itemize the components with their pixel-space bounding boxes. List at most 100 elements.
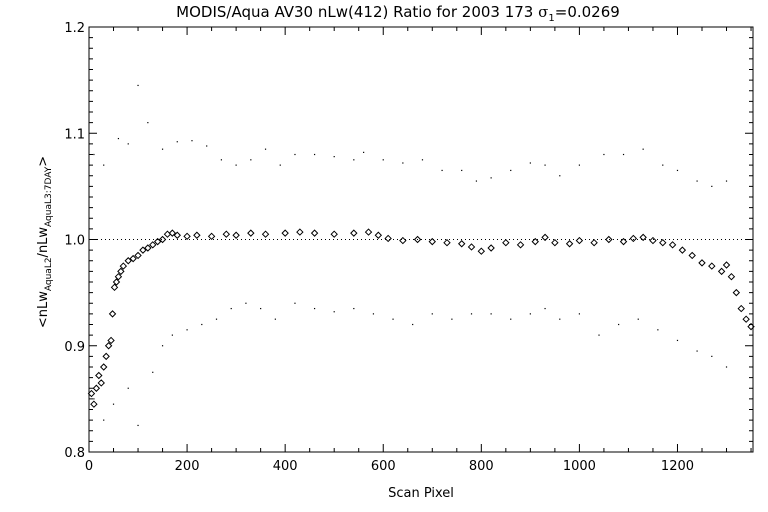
data-point-lower (490, 313, 492, 315)
data-point-upper (176, 141, 178, 143)
data-point-upper (662, 164, 664, 166)
data-point-mean (742, 315, 750, 323)
chart-title-sigma-symbol: σ (538, 3, 548, 21)
data-point-mean (112, 278, 121, 286)
y-tick-label: 0.9 (64, 340, 85, 355)
data-point-upper (103, 164, 105, 166)
data-point-upper (441, 169, 443, 172)
data-point-upper (696, 180, 698, 182)
data-point-mean (107, 336, 115, 345)
data-point-upper (544, 164, 546, 166)
data-point-upper (117, 137, 120, 140)
data-point-mean (158, 235, 167, 244)
data-point-lower (529, 313, 531, 315)
data-point-mean (92, 384, 101, 392)
x-tick-label: 0 (85, 459, 93, 474)
data-point-lower (103, 419, 105, 421)
data-point-lower (544, 307, 546, 310)
data-point-lower (412, 323, 414, 326)
data-point-upper (235, 164, 237, 166)
data-point-lower (392, 318, 394, 320)
data-point-lower (215, 318, 218, 320)
data-point-mean (102, 352, 110, 361)
data-point-mean (467, 243, 476, 251)
data-point-mean (668, 241, 677, 249)
data-point-lower (201, 323, 203, 326)
data-point-lower (725, 366, 728, 368)
data-point-lower (711, 355, 713, 357)
data-point-upper (725, 180, 728, 182)
x-tick-label: 1200 (661, 459, 694, 474)
data-point-mean (134, 251, 142, 260)
data-point-lower (186, 329, 188, 331)
data-point-mean (173, 231, 181, 239)
data-point-lower (510, 318, 512, 320)
data-point-lower (152, 371, 154, 373)
data-point-upper (676, 169, 679, 172)
data-point-mean (531, 237, 539, 246)
data-point-upper (127, 143, 129, 145)
data-point-mean (281, 229, 289, 237)
x-tick-label: 800 (469, 459, 494, 474)
data-point-lower (598, 334, 600, 336)
data-point-lower (171, 334, 173, 336)
data-point-lower (127, 387, 129, 389)
data-point-mean (350, 229, 358, 237)
data-point-mean (124, 257, 132, 265)
data-point-upper (250, 159, 252, 161)
data-point-lower (618, 323, 620, 326)
data-point-mean (722, 261, 731, 269)
data-point-mean (110, 283, 119, 292)
data-point-mean (384, 234, 392, 243)
data-point-lower (578, 313, 580, 315)
data-point-mean (457, 240, 466, 248)
data-point-mean (168, 229, 177, 237)
data-point-lower (137, 424, 139, 427)
data-point-mean (330, 230, 338, 238)
x-tick-label: 1000 (563, 459, 596, 474)
data-point-upper (353, 159, 355, 161)
data-point-lower (294, 302, 296, 304)
y-axis-title-part3: > (36, 156, 51, 167)
data-point-mean (575, 236, 584, 245)
y-axis-title-part1: <nLw (36, 291, 51, 328)
data-point-mean (310, 229, 319, 237)
data-point-lower (559, 318, 561, 320)
data-point-upper (559, 175, 561, 177)
data-point-mean (100, 363, 108, 371)
data-point-mean (649, 236, 657, 245)
data-point-upper (622, 153, 625, 156)
data-point-mean (144, 244, 152, 252)
data-point-lower (451, 318, 453, 320)
data-point-upper (711, 185, 713, 187)
data-point-mean (399, 236, 407, 245)
data-point-lower (93, 398, 95, 400)
data-point-lower (112, 403, 115, 405)
data-point-mean (590, 238, 598, 247)
data-point-mean (153, 237, 162, 246)
y-axis-title-sub2: AquaL3:7DAY (44, 166, 54, 227)
data-point-mean (747, 322, 755, 331)
x-axis-title: Scan Pixel (388, 486, 454, 501)
data-point-lower (230, 307, 232, 310)
data-point-mean (619, 237, 628, 246)
data-point-lower (372, 313, 375, 315)
data-point-mean (565, 240, 574, 248)
data-point-upper (490, 177, 492, 179)
data-point-mean (708, 262, 716, 270)
data-point-mean (119, 262, 128, 270)
data-point-upper (161, 148, 164, 150)
data-point-mean (129, 254, 137, 263)
data-point-mean (364, 228, 373, 236)
y-axis: 0.8 0.9 1.0 1.1 1.2 (64, 21, 753, 461)
y-tick-label: 1.2 (64, 21, 85, 36)
data-point-mean (502, 238, 510, 247)
data-point-mean (639, 233, 647, 242)
data-point-mean (97, 379, 105, 387)
y-axis-title-part2: /nLw (36, 227, 51, 258)
data-point-lower (431, 313, 433, 315)
data-point-upper (93, 153, 95, 156)
data-point-mean (428, 237, 436, 246)
data-point-lower (260, 307, 262, 310)
data-point-mean (296, 228, 304, 236)
